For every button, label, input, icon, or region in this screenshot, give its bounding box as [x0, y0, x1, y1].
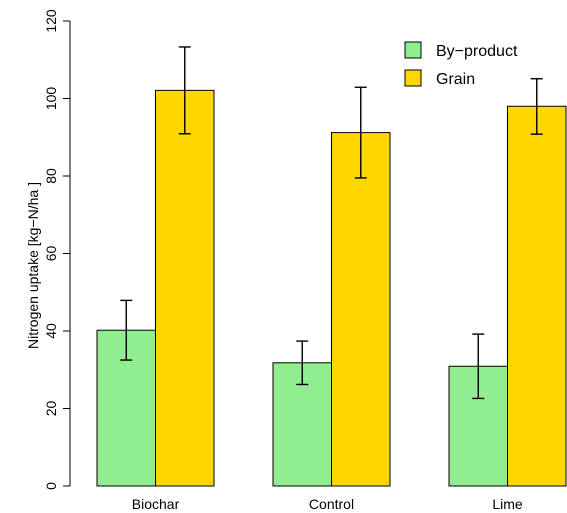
y-tick-label: 120	[43, 9, 59, 33]
legend-label: By−product	[436, 43, 518, 60]
x-category-label: Biochar	[132, 496, 180, 512]
y-tick-label: 60	[43, 246, 59, 262]
bar-biochar-grain	[155, 89, 215, 487]
error-bars	[120, 46, 543, 400]
bar-lime-grain	[507, 105, 567, 487]
legend-swatch	[404, 41, 422, 59]
bar-control-grain	[331, 132, 391, 487]
x-category-label: Control	[309, 496, 354, 512]
y-tick-label: 80	[43, 168, 59, 184]
bars	[96, 89, 567, 487]
y-tick-label: 0	[43, 482, 59, 490]
legend-swatch	[404, 69, 422, 87]
y-axis: 0 20 40 60 80 100 120	[43, 9, 71, 490]
y-tick-label: 100	[43, 87, 59, 111]
y-axis-title: Nitrogen uptake [kg−N/ha ]	[25, 182, 41, 349]
legend-label: Grain	[436, 71, 475, 88]
y-tick-label: 20	[43, 401, 59, 417]
y-tick-label: 40	[43, 323, 59, 339]
x-category-label: Lime	[492, 496, 523, 512]
legend: By−product Grain	[404, 41, 518, 88]
x-axis-labels: Biochar Control Lime	[132, 496, 523, 512]
